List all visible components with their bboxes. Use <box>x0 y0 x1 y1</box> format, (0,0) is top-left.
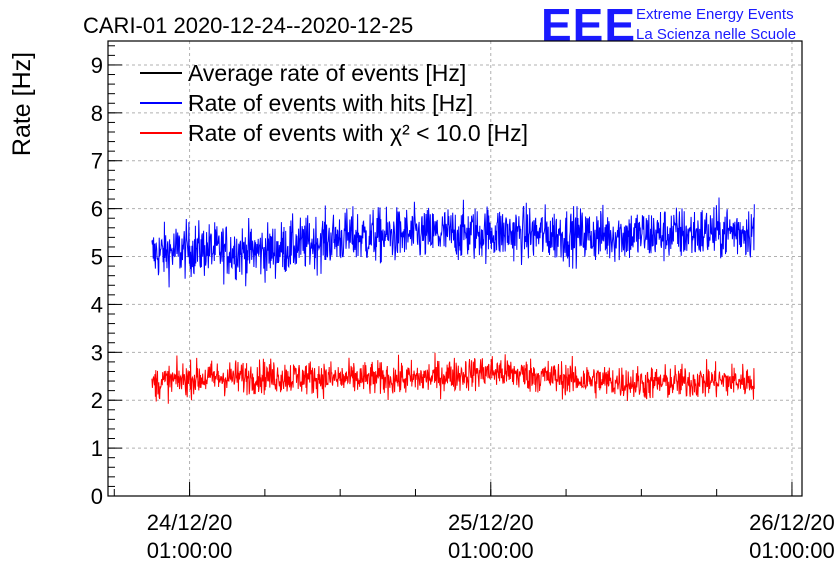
y-tick-label: 0 <box>91 484 103 509</box>
y-tick-label: 1 <box>91 436 103 461</box>
y-axis-label: Rate [Hz] <box>8 52 36 156</box>
series-line-1 <box>151 197 755 288</box>
y-tick-label: 9 <box>91 53 103 78</box>
y-tick-label: 6 <box>91 197 103 222</box>
x-tick-date: 26/12/20 <box>749 510 835 535</box>
x-tick-date: 25/12/20 <box>448 510 534 535</box>
logo-line-2: La Scienza nelle Scuole <box>636 26 796 43</box>
legend-label-0: Average rate of events [Hz] <box>188 60 466 86</box>
x-tick-date: 24/12/20 <box>147 510 233 535</box>
eee-logo-mark: EEE <box>541 0 636 51</box>
x-tick-time: 01:00:00 <box>749 538 835 563</box>
series-line-2 <box>151 352 755 404</box>
axes: 0 1 2 3 4 5 6 7 8 9 24/12/20 01:00:00 25/12/20 01:00:… <box>91 40 835 563</box>
plot-frame <box>107 40 803 497</box>
y-tick-label: 3 <box>91 340 103 365</box>
legend-label-1: Rate of events with hits [Hz] <box>188 90 473 116</box>
y-tick-label: 8 <box>91 101 103 126</box>
legend: Average rate of events [Hz] Rate of event… <box>140 60 528 146</box>
y-tick-label: 5 <box>91 245 103 270</box>
x-tick-time: 01:00:00 <box>448 538 534 563</box>
legend-label-2: Rate of events with χ² < 10.0 [Hz] <box>188 120 528 146</box>
logo-line-1: Extreme Energy Events <box>636 6 794 23</box>
x-tick-time: 01:00:00 <box>147 538 233 563</box>
y-tick-label: 2 <box>91 388 103 413</box>
chart-title: CARI-01 2020-12-24--2020-12-25 <box>83 13 413 38</box>
y-tick-label: 7 <box>91 149 103 174</box>
series-layer <box>151 197 755 404</box>
eee-logo: EEE Extreme Energy Events La Scienza nel… <box>541 0 796 51</box>
y-tick-label: 4 <box>91 292 103 317</box>
